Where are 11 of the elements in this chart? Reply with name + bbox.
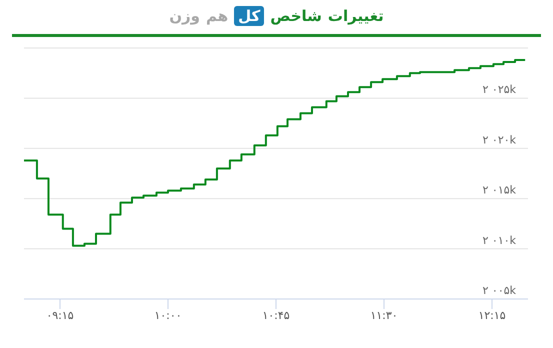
x-tick-label: ۰۹:۱۵ (46, 308, 74, 322)
x-tick-label: ۱۱:۳۰ (370, 308, 398, 322)
y-tick-label: ۲ ۰۰۵k (482, 284, 517, 297)
y-tick-label: ۲ ۰۱۰k (482, 234, 517, 247)
x-tick-label: ۱۰:۴۵ (262, 308, 290, 322)
x-tick-label: ۱۰:۰۰ (154, 308, 182, 322)
x-tick-label: ۱۲:۱۵ (478, 308, 506, 322)
y-tick-label: ۲ ۰۲۰k (482, 133, 517, 146)
y-tick-label: ۲ ۰۲۵k (482, 83, 517, 96)
chart-title: تغییرات شاخص کل هم وزن (169, 6, 384, 26)
y-tick-label: ۲ ۰۱۵k (482, 184, 517, 197)
